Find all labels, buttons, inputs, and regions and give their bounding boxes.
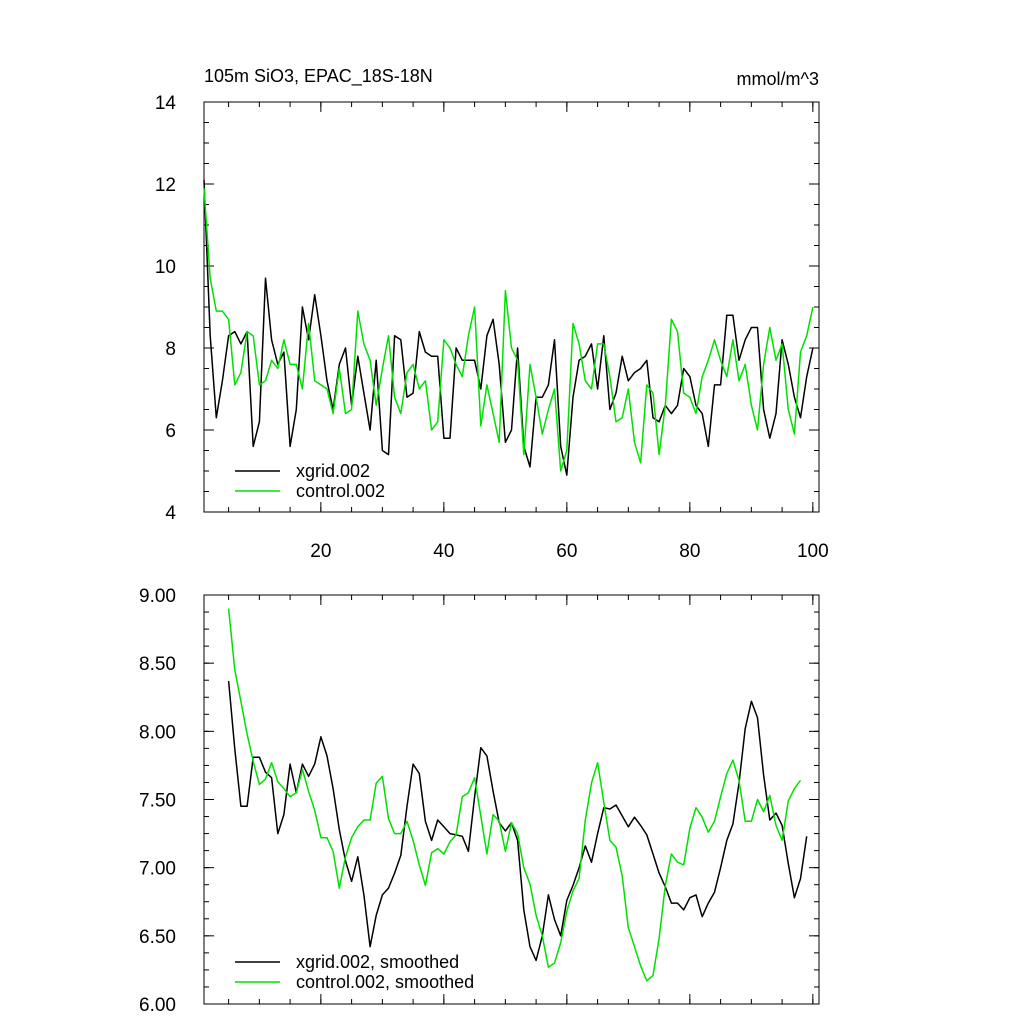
x-tick-label: 80 [679,541,700,562]
y-tick-label: 12 [155,175,176,196]
y-tick-label: 6.00 [139,995,176,1016]
y-tick-label: 7.50 [139,791,176,812]
legend-label-2: control.002, smoothed [296,972,474,992]
chart-title: 105m SiO3, EPAC_18S-18N [204,66,433,87]
bottom-series-group [227,608,808,982]
x-tick-label: 100 [797,541,829,562]
x-tick-label: 60 [556,541,577,562]
x-tick-label: 20 [310,541,331,562]
series-line-1 [227,680,808,962]
y-tick-label: 8.50 [139,654,176,675]
y-tick-label: 7.00 [139,859,176,880]
x-tick-label: 40 [433,541,454,562]
top-series-group [203,179,814,476]
top-axis-ticks: 4 6 8 10 12 14 20 40 60 80 100 [155,93,829,562]
y-tick-label: 14 [155,93,177,114]
bottom-plot-frame [203,594,820,1005]
legend-label-1: xgrid.002 [296,461,370,481]
y-tick-label: 6.50 [139,927,176,948]
bottom-axis-ticks: 6.00 6.50 7.00 7.50 8.00 8.50 9.00 [139,586,819,1016]
y-tick-label: 9.00 [139,586,176,607]
units-label: mmol/m^3 [737,69,819,89]
y-tick-label: 6 [165,421,176,442]
series-line-1 [203,179,814,476]
legend-label-2: control.002 [296,481,385,501]
bottom-panel: 6.00 6.50 7.00 7.50 8.00 8.50 9.00 xgrid.002, … [139,586,820,1016]
y-tick-label: 4 [165,503,176,524]
y-tick-label: 8 [165,339,176,360]
y-tick-label: 8.00 [139,722,176,743]
series-line-2 [227,608,802,982]
legend-label-1: xgrid.002, smoothed [296,952,459,972]
top-plot-frame [203,101,820,513]
y-tick-label: 10 [155,257,176,278]
top-panel: 105m SiO3, EPAC_18S-18N mmol/m^3 4 6 8 10 12… [155,66,829,562]
series-line-2 [203,188,814,472]
